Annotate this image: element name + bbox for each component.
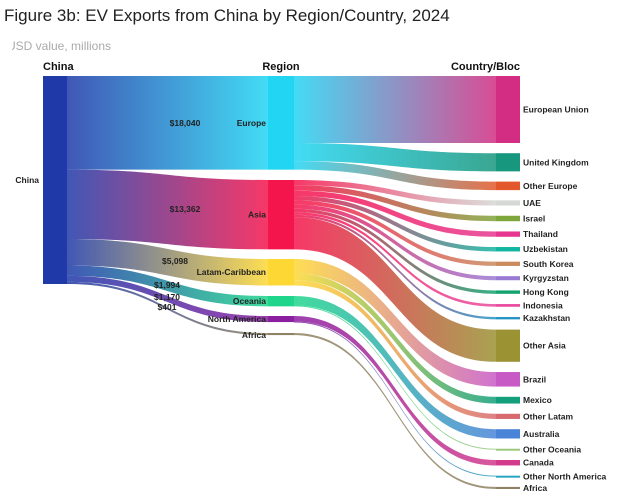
country-label-other-asia: Other Asia (523, 341, 566, 351)
node-country-south-korea (496, 261, 520, 266)
country-label-thailand: Thailand (523, 229, 558, 239)
node-country-israel (496, 215, 520, 222)
node-country-mexico (496, 396, 520, 404)
node-country-kazakhstan (496, 316, 520, 320)
value-label-oceania: $1,994 (154, 280, 180, 290)
value-label-africa: $401 (158, 302, 177, 312)
flow-asia-israel (294, 185, 496, 222)
value-label-north-america: $1,170 (154, 292, 180, 302)
value-label-europe: $18,040 (170, 118, 201, 128)
flow-asia-south-korea (294, 200, 496, 266)
flow-asia-kyrgyzstan (294, 204, 496, 281)
country-label-european-union: European Union (523, 104, 589, 114)
flow-asia-indonesia (294, 212, 496, 307)
flow-china-europe (67, 76, 268, 170)
column-header-china: China (43, 61, 74, 73)
node-region-north-america (268, 316, 294, 323)
column-header-country-bloc: Country/Bloc (451, 61, 520, 73)
country-label-south-korea: South Korea (523, 259, 574, 269)
country-label-kazakhstan: Kazakhstan (523, 313, 570, 323)
country-label-africa: Africa (523, 483, 547, 493)
region-label-africa: Africa (242, 330, 266, 340)
flow-north-america-other-north-america (294, 321, 496, 477)
node-country-indonesia (496, 304, 520, 307)
country-label-israel: Israel (523, 213, 545, 223)
country-label-other-north-america: Other North America (523, 472, 607, 482)
flow-asia-thailand (294, 190, 496, 237)
flow-latam-caribbean-brazil (294, 259, 496, 387)
flow-china-africa (67, 281, 268, 336)
node-region-asia (268, 180, 294, 250)
node-region-africa (268, 333, 294, 336)
node-china (43, 76, 67, 284)
country-label-hong-kong: Hong Kong (523, 287, 569, 297)
node-country-united-kingdom (496, 153, 520, 172)
flow-asia-other-asia (294, 217, 496, 362)
node-country-other-asia (496, 329, 520, 362)
value-label-latam-caribbean: $5,098 (162, 256, 188, 266)
column-header-region: Region (262, 61, 300, 73)
node-country-kyrgyzstan (496, 276, 520, 281)
country-label-other-oceania: Other Oceania (523, 445, 581, 455)
node-region-latam-caribbean (268, 259, 294, 286)
flow-asia-kazakhstan (294, 214, 496, 320)
flow-latam-caribbean-mexico (294, 273, 496, 404)
country-label-australia: Australia (523, 429, 560, 439)
flow-oceania-other-oceania (294, 305, 496, 450)
flow-china-north-america (67, 275, 268, 323)
node-country-hong-kong (496, 290, 520, 294)
flow-latam-caribbean-other-latam (294, 280, 496, 419)
flow-europe-united-kingdom (294, 142, 496, 172)
node-country-australia (496, 429, 520, 439)
country-label-canada: Canada (523, 458, 554, 468)
flow-north-america-canada (294, 316, 496, 466)
country-label-mexico: Mexico (523, 395, 552, 405)
region-label-europe: Europe (237, 118, 267, 128)
chart-subtitle-text: USD value, millions (12, 39, 112, 53)
flow-china-latam-caribbean (67, 239, 268, 286)
region-label-north-america: North America (208, 314, 267, 324)
chart-title: Figure 3b: EV Exports from China by Regi… (4, 6, 450, 25)
region-label-asia: Asia (248, 210, 266, 220)
flow-china-oceania (67, 265, 268, 307)
country-label-other-latam: Other Latam (523, 411, 574, 421)
region-label-latam-caribbean: Latam-Caribbean (197, 267, 266, 277)
flow-asia-uzbekistan (294, 195, 496, 252)
flow-oceania-australia (294, 296, 496, 439)
country-label-other-europe: Other Europe (523, 181, 578, 191)
country-label-uzbekistan: Uzbekistan (523, 244, 568, 254)
country-label-kyrgyzstan: Kyrgyzstan (523, 273, 569, 283)
country-label-indonesia: Indonesia (523, 300, 563, 310)
flow-africa-africa (294, 333, 496, 489)
country-label-united-kingdom: United Kingdom (523, 157, 589, 167)
node-country-thailand (496, 231, 520, 237)
node-country-other-europe (496, 181, 520, 191)
source-label-china: China (15, 175, 39, 185)
node-country-uae (496, 200, 520, 206)
value-label-asia: $13,362 (170, 204, 201, 214)
node-country-brazil (496, 372, 520, 387)
node-country-other-north-america (496, 475, 520, 478)
flow-asia-uae (294, 180, 496, 206)
flow-china-asia (67, 169, 268, 250)
country-label-brazil: Brazil (523, 374, 546, 384)
flow-europe-european-union (294, 76, 496, 143)
region-label-oceania: Oceania (233, 296, 266, 306)
flow-asia-hong-kong (294, 208, 496, 294)
flow-europe-other-europe (294, 161, 496, 191)
node-country-africa (496, 486, 520, 489)
node-country-european-union (496, 76, 520, 143)
chart-subtitle: USD value, millions (12, 39, 172, 53)
node-country-canada (496, 460, 520, 466)
node-country-uzbekistan (496, 247, 520, 252)
node-country-other-oceania (496, 448, 520, 451)
country-label-uae: UAE (523, 198, 541, 208)
node-country-other-latam (496, 413, 520, 419)
node-region-oceania (268, 296, 294, 307)
node-region-europe (268, 76, 294, 170)
